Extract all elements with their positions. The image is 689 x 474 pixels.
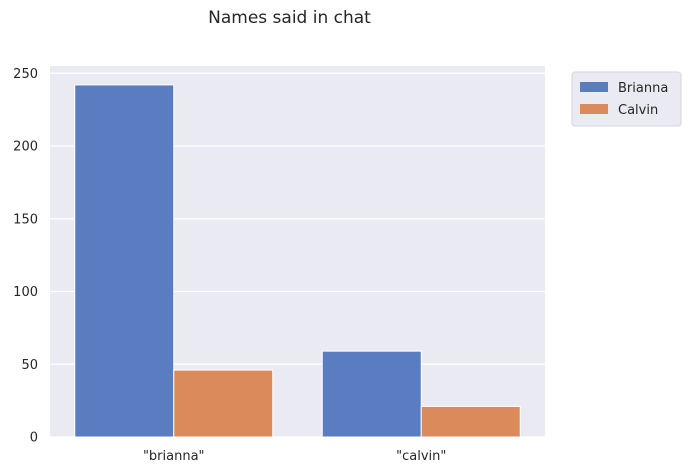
y-tick-label: 250 xyxy=(13,67,38,82)
bars xyxy=(74,84,521,438)
y-tick-label: 100 xyxy=(13,285,38,300)
x-tick-label: "calvin" xyxy=(396,449,446,464)
chart-title: Names said in chat xyxy=(208,8,371,28)
y-tick-label: 150 xyxy=(13,212,38,227)
y-tick-label: 0 xyxy=(30,431,38,446)
legend-label-calvin: Calvin xyxy=(618,103,658,118)
x-tick-label: "brianna" xyxy=(143,449,205,464)
legend-label-brianna: Brianna xyxy=(618,81,668,96)
bar-brianna-0 xyxy=(74,84,175,438)
legend-swatch-brianna xyxy=(580,82,608,92)
y-tick-label: 50 xyxy=(21,358,38,373)
bar-calvin-1 xyxy=(420,405,521,438)
x-axis-ticks: "brianna" "calvin" xyxy=(143,449,446,464)
y-tick-label: 200 xyxy=(13,140,38,155)
bar-calvin-0 xyxy=(173,369,274,438)
legend-swatch-calvin xyxy=(580,104,608,114)
legend: Brianna Calvin xyxy=(571,71,682,127)
bar-brianna-1 xyxy=(321,350,422,438)
y-axis-ticks: 0 50 100 150 200 250 xyxy=(13,67,38,446)
